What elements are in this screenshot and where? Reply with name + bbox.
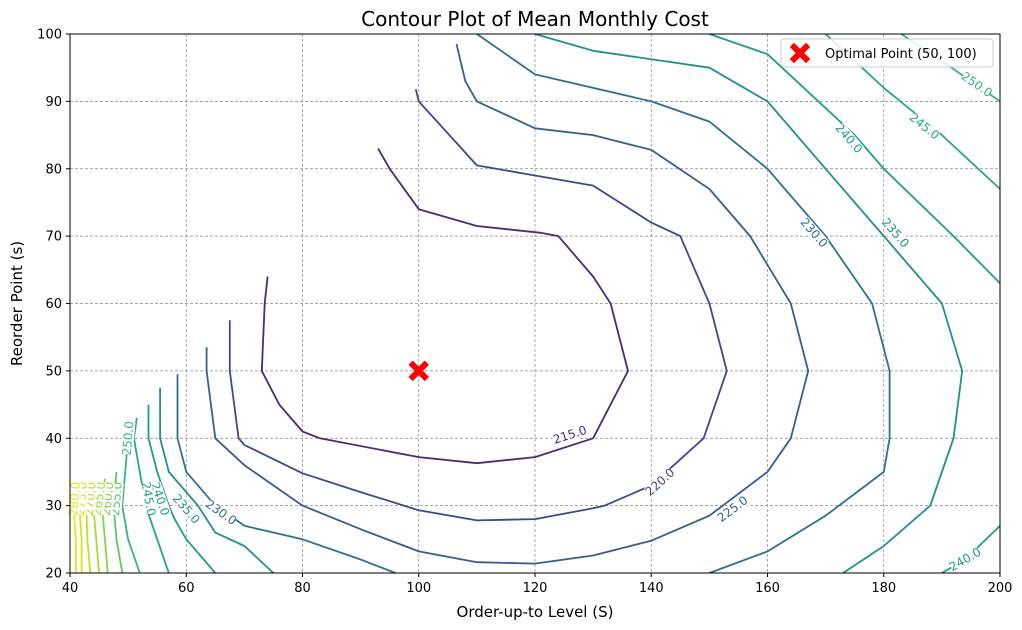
legend-marker-icon [789,42,811,64]
chart-title: Contour Plot of Mean Monthly Cost [361,7,709,31]
y-tick-label: 50 [45,364,62,379]
contour-label-245: 245.0 [139,481,159,517]
optimal-point-marker [408,360,429,382]
contour-label-bg [833,122,864,155]
contour-line-240 [147,404,216,574]
x-tick-label: 180 [871,581,896,596]
contour-label-bg [948,546,982,573]
contour-label-bg [171,492,202,525]
x-axis-title: Order-up-to Level (S) [457,603,614,621]
legend: Optimal Point (50, 100) [780,38,994,68]
contour-label-bg [204,498,238,527]
contour-label-240: 240.0 [832,121,865,156]
contour-label-280: 280.0 [66,481,83,516]
grid-lines [69,33,1001,574]
x-tick-label: 80 [294,581,311,596]
contour-label-250: 250.0 [959,69,995,100]
contour-label-bg [552,424,587,446]
x-tick-label: 200 [988,581,1013,596]
contour-label-bg [67,482,82,516]
contour-label-bg [880,216,911,249]
y-tick-label: 30 [45,499,62,514]
contour-labels: 215.0220.0225.0230.0230.0235.0235.0240.0… [66,69,995,574]
y-tick-label: 40 [45,432,62,447]
contour-line-235 [159,387,275,574]
contour-label-240: 240.0 [947,545,984,574]
contour-label-245: 245.0 [907,110,942,143]
contour-label-bg [716,494,750,524]
y-tick-label: 70 [45,230,62,245]
contour-line-225 [205,43,810,565]
contour-line-215 [260,148,629,465]
x-tick-label: 60 [178,581,195,596]
y-tick-label: 20 [45,567,62,582]
contour-label-230: 230.0 [797,215,830,250]
y-tick-label: 90 [45,95,62,110]
contour-line-250 [121,438,141,574]
contour-label-220: 220.0 [643,465,678,498]
contour-line-235 [534,33,964,574]
contour-label-215: 215.0 [551,423,588,447]
contour-label-bg [120,421,136,455]
y-tick-label: 60 [45,297,62,312]
contour-line-240 [709,33,1001,284]
optimal-point-x-icon [408,360,429,382]
contour-label-bg [960,70,994,99]
x-tick-label: 160 [755,581,780,596]
axis-ticks: 40 60 80 100 120 140 160 180 200 20 30 40 50 60 70 80 90… [37,28,1012,597]
contour-label-bg [908,111,941,142]
x-tick-label: 140 [639,581,664,596]
y-axis-title: Reorder Point (s) [8,241,26,366]
contour-label-250: 250.0 [120,421,137,456]
legend-x-icon [789,42,811,64]
x-tick-label: 40 [62,581,79,596]
contour-label-bg [149,481,171,516]
x-tick-label: 100 [406,581,431,596]
legend-label: Optimal Point (50, 100) [825,47,977,62]
contour-line-230 [476,33,891,574]
x-tick-label: 120 [523,581,548,596]
contour-label-bg [799,216,830,249]
y-tick-label: 100 [37,28,62,43]
y-tick-label: 80 [45,162,62,177]
contour-line-220 [228,88,728,522]
contour-label-bg [139,482,158,516]
legend-box [780,38,994,68]
contour-label-bg [644,466,676,498]
